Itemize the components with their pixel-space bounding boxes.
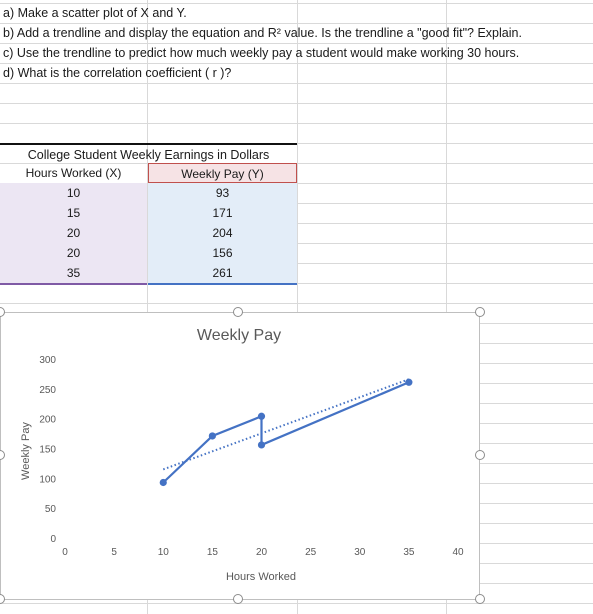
- x-tick-label: 25: [305, 547, 317, 558]
- y-tick-label: 250: [39, 385, 56, 396]
- x-tick-label: 15: [207, 547, 219, 558]
- x-tick-label: 35: [403, 547, 415, 558]
- chart-resize-handle[interactable]: [475, 594, 485, 604]
- column-divider: [446, 0, 447, 614]
- cell-pay[interactable]: 204: [148, 223, 297, 243]
- question-c[interactable]: c) Use the trendline to predict how much…: [3, 46, 520, 60]
- header-weekly-pay[interactable]: Weekly Pay (Y): [148, 163, 297, 183]
- column-divider: [297, 0, 298, 614]
- chart-resize-handle[interactable]: [475, 307, 485, 317]
- chart-resize-handle[interactable]: [233, 307, 243, 317]
- scatter-chart[interactable]: Weekly Pay Hours Worked Weekly Pay 0 5 10 1…: [0, 312, 480, 600]
- question-a[interactable]: a) Make a scatter plot of X and Y.: [3, 6, 187, 20]
- x-tick-label: 5: [111, 547, 117, 558]
- chart-canvas: Weekly Pay Hours Worked Weekly Pay 0 5 10 1…: [20, 327, 464, 583]
- header-hours-worked[interactable]: Hours Worked (X): [0, 163, 147, 184]
- chart-resize-handle[interactable]: [475, 450, 485, 460]
- question-b[interactable]: b) Add a trendline and display the equat…: [3, 26, 522, 40]
- question-d[interactable]: d) What is the correlation coefficient (…: [3, 66, 232, 80]
- y-tick-label: 0: [50, 534, 56, 545]
- data-point: [159, 478, 167, 487]
- cell-hours[interactable]: 35: [0, 263, 147, 285]
- cell-pay[interactable]: 93: [148, 183, 297, 203]
- data-point: [208, 432, 216, 440]
- chart-title[interactable]: Weekly Pay: [197, 327, 281, 344]
- trendline: [162, 378, 410, 471]
- cell-pay[interactable]: 171: [148, 203, 297, 223]
- x-tick-label: 10: [158, 547, 170, 558]
- y-tick-label: 300: [39, 355, 56, 366]
- x-tick-label: 30: [354, 547, 366, 558]
- cell-pay[interactable]: 156: [148, 243, 297, 263]
- table-title[interactable]: College Student Weekly Earnings in Dolla…: [0, 143, 297, 165]
- cell-pay[interactable]: 261: [148, 263, 297, 285]
- chart-resize-handle[interactable]: [233, 594, 243, 604]
- y-tick-label: 100: [39, 474, 56, 485]
- cell-hours[interactable]: 20: [0, 243, 147, 263]
- cell-hours[interactable]: 20: [0, 223, 147, 243]
- x-axis-label[interactable]: Hours Worked: [226, 571, 296, 583]
- y-axis-label[interactable]: Weekly Pay: [20, 422, 32, 480]
- y-tick-label: 50: [45, 504, 57, 515]
- series-line: [162, 381, 410, 484]
- x-tick-label: 0: [62, 547, 68, 558]
- x-tick-label: 20: [256, 547, 268, 558]
- column-divider: [147, 0, 148, 614]
- cell-hours[interactable]: 10: [0, 183, 147, 203]
- y-tick-label: 200: [39, 415, 56, 426]
- data-point: [257, 441, 266, 449]
- data-point: [405, 378, 413, 386]
- cell-hours[interactable]: 15: [0, 203, 147, 223]
- data-point: [257, 412, 266, 420]
- x-tick-label: 40: [452, 547, 464, 558]
- y-tick-label: 150: [39, 445, 56, 456]
